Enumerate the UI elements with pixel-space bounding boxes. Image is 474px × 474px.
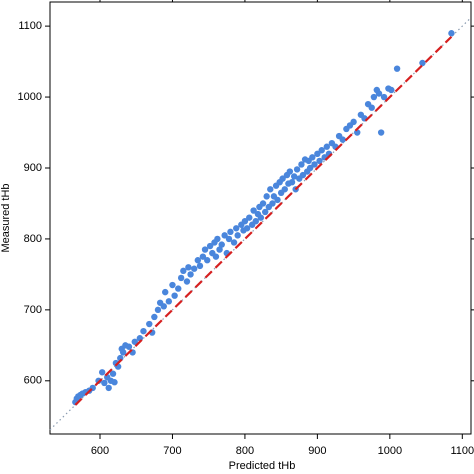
point [162, 288, 169, 296]
point [267, 186, 274, 193]
point [318, 147, 325, 154]
point [299, 171, 307, 179]
point [370, 93, 378, 101]
point [204, 257, 211, 264]
x-tick-label: 700 [163, 445, 181, 457]
point [306, 164, 314, 172]
point [221, 232, 228, 239]
point [375, 90, 383, 97]
point [185, 264, 192, 271]
fit-line [74, 35, 453, 406]
point [98, 369, 106, 376]
point [111, 379, 118, 386]
point [393, 65, 401, 72]
point [165, 298, 173, 305]
point [281, 186, 288, 193]
point [109, 370, 117, 377]
point [233, 225, 240, 232]
point [311, 161, 318, 168]
point [175, 285, 182, 292]
point [286, 168, 294, 175]
point [190, 265, 198, 272]
point [269, 200, 276, 207]
point [419, 59, 426, 67]
point [316, 157, 323, 165]
y-tick-label: 1100 [18, 20, 42, 32]
point [225, 235, 233, 243]
point [177, 274, 185, 282]
point [196, 262, 204, 270]
point [298, 161, 305, 168]
point [160, 303, 167, 310]
point [263, 193, 270, 200]
point [154, 306, 162, 314]
point [290, 173, 298, 180]
point [169, 281, 176, 289]
point [230, 239, 238, 246]
point [146, 320, 153, 328]
point [140, 327, 147, 335]
x-axis-label: Predicted tHb [229, 460, 296, 472]
point [180, 267, 187, 275]
point [354, 129, 361, 136]
point [171, 292, 178, 299]
point [339, 136, 346, 143]
point [119, 349, 127, 356]
point [246, 214, 253, 221]
point [279, 175, 286, 182]
x-tick-label: 900 [308, 445, 326, 457]
x-tick-label: 1100 [450, 445, 474, 457]
y-tick-label: 1000 [18, 91, 42, 103]
y-tick-label: 700 [24, 304, 42, 316]
point [187, 271, 194, 278]
y-tick-label: 600 [24, 375, 42, 387]
point [380, 93, 388, 101]
point [243, 225, 251, 232]
point [350, 118, 357, 126]
point [125, 343, 133, 350]
x-tick-label: 800 [236, 445, 254, 457]
point [201, 246, 209, 253]
point [105, 384, 112, 392]
plot-frame [49, 1, 472, 435]
point [131, 338, 138, 345]
y-axis-label: Measured tHb [0, 183, 12, 252]
point [227, 228, 234, 236]
point [214, 235, 221, 243]
point [206, 242, 214, 250]
point [368, 104, 375, 111]
point [259, 200, 267, 207]
point [212, 253, 220, 260]
x-tick-label: 600 [91, 445, 109, 457]
point [323, 143, 331, 150]
point [377, 129, 385, 136]
point [216, 246, 223, 253]
x-tick-label: 1000 [378, 445, 402, 457]
point [257, 214, 265, 221]
point [199, 253, 207, 260]
point [101, 379, 108, 387]
point [218, 241, 225, 248]
point [288, 178, 296, 186]
point [252, 217, 259, 225]
y-tick-label: 800 [24, 233, 42, 245]
y-tick-label: 900 [24, 162, 42, 174]
point [250, 207, 257, 214]
point [241, 217, 249, 225]
point [274, 196, 281, 204]
point [151, 313, 158, 321]
point [388, 86, 395, 94]
point [448, 30, 455, 37]
point [262, 208, 269, 216]
point [183, 278, 191, 285]
point [293, 166, 301, 173]
point [194, 257, 202, 264]
point [309, 154, 316, 161]
point [234, 232, 241, 239]
point [314, 150, 321, 158]
